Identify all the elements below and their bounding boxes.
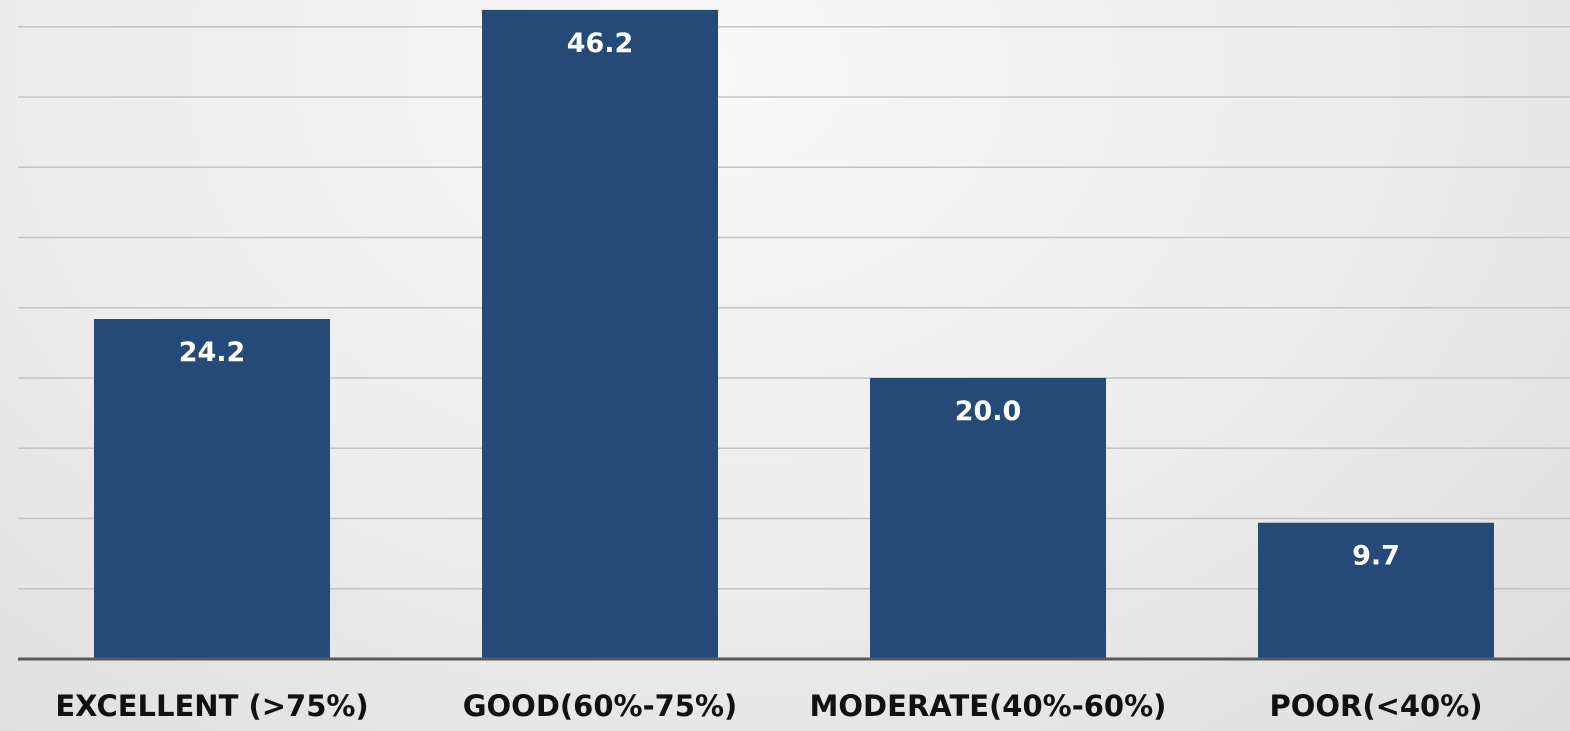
bar [1258, 522, 1494, 659]
data-label: 24.2 [179, 337, 246, 368]
data-label: 20.0 [955, 396, 1022, 427]
category-label: MODERATE(40%-60%) [810, 689, 1167, 723]
data-label: 46.2 [567, 28, 634, 59]
category-labels: EXCELLENT (>75%) GOOD(60%-75%) MODERATE(40… [55, 689, 1482, 723]
category-label: POOR(<40%) [1269, 689, 1482, 723]
category-label: EXCELLENT (>75%) [55, 689, 368, 723]
bars [94, 9, 1494, 659]
data-labels: 24.2 46.2 20.0 9.7 [179, 28, 1400, 572]
bar [482, 9, 718, 659]
category-label: GOOD(60%-75%) [463, 689, 738, 723]
bar [94, 318, 330, 659]
data-label: 9.7 [1352, 541, 1400, 572]
bar [870, 378, 1106, 659]
